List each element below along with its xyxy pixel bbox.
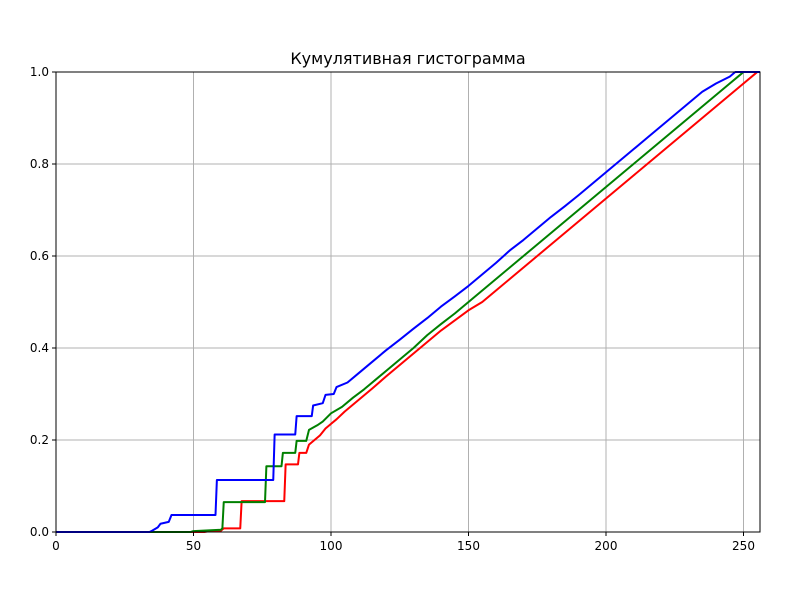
series-line-2 <box>56 71 760 533</box>
x-tick-label: 50 <box>186 539 201 553</box>
grid-lines <box>55 71 760 533</box>
y-tick-label: 0.2 <box>30 433 49 447</box>
series-line-3 <box>56 71 760 533</box>
y-tick-label: 1.0 <box>30 65 49 79</box>
plot-frame <box>55 71 761 533</box>
x-axis: 0 50 100 150 200 250 <box>52 532 755 553</box>
x-tick-label: 250 <box>732 539 755 553</box>
x-tick-label: 200 <box>595 539 618 553</box>
y-tick-label: 0.6 <box>30 249 49 263</box>
y-axis: 0.0 0.2 0.4 0.6 0.8 1.0 <box>30 65 56 539</box>
y-tick-label: 0.0 <box>30 525 49 539</box>
series-line-1 <box>56 71 760 533</box>
chart-title: Кумулятивная гистограмма <box>290 49 525 68</box>
series-lines <box>56 71 760 533</box>
y-tick-label: 0.8 <box>30 157 49 171</box>
y-tick-label: 0.4 <box>30 341 49 355</box>
x-tick-label: 150 <box>457 539 480 553</box>
x-tick-label: 100 <box>320 539 343 553</box>
x-tick-label: 0 <box>52 539 60 553</box>
